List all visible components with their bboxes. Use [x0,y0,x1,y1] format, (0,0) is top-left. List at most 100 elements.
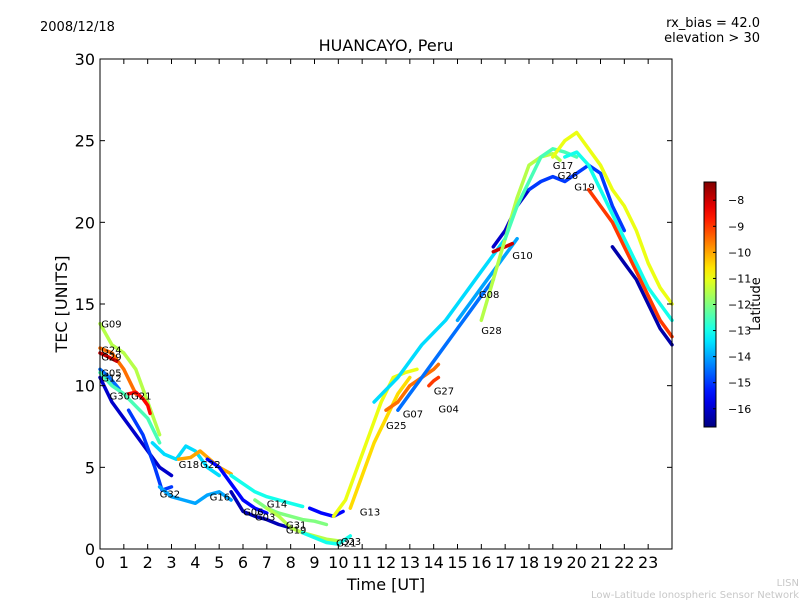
x-tick-label: 10 [328,553,348,572]
series-line-g12 [98,370,162,445]
x-tick-label: 20 [566,553,586,572]
x-tick-label: 14 [423,553,443,572]
x-tick-label: 7 [262,553,272,572]
date-label: 2008/12/18 [40,20,115,35]
series-line-g20 [563,150,674,323]
colorbar-tick-label: −13 [728,325,751,338]
plot-frame [99,58,673,550]
prn-label: G21 [131,392,151,403]
prn-label: G21 [336,539,356,550]
x-tick-label: 1 [119,553,129,572]
x-tick-label: 23 [638,553,658,572]
series-line-g08 [455,236,519,323]
prn-label: G24 [101,346,121,357]
prn-label: G09 [101,320,121,331]
y-tick-label: 25 [75,132,95,151]
x-tick-label: 11 [352,553,372,572]
x-tick-label: 19 [543,553,563,572]
colorbar-tick-label: −8 [728,194,744,207]
prn-label: G13 [360,507,380,518]
series-line-g07 [384,362,441,412]
x-tick-label: 8 [286,553,296,572]
series-line-g02 [610,245,674,347]
series-line-g06 [205,457,269,515]
colorbar-tick-label: −9 [728,220,744,233]
series-line-g30 [98,375,174,478]
series-line-g15 [551,130,674,306]
prn-label: G32 [160,490,180,501]
colorbar: −8 −9 −10 −11 −12 −13 −14 −15 −16 [703,181,751,428]
series-line-g10b [491,241,515,254]
prn-label: G28 [481,326,501,337]
prn-label: G16 [210,493,230,504]
x-tick-label: 0 [95,553,105,572]
prn-label: G08 [479,290,499,301]
prn-label: G19 [286,525,306,536]
y-tick-label: 5 [85,458,95,477]
colorbar-tick-label: −14 [728,351,751,364]
series-line-g29 [98,351,119,363]
colorbar-tick-label: −12 [728,299,751,312]
prn-label: G23 [341,537,361,548]
colorbar-tick-label: −15 [728,377,751,390]
chart-title: HUANCAYO, Peru [319,36,454,55]
x-tick-label: 4 [190,553,200,572]
x-tick-label: 21 [590,553,610,572]
y-tick-label: 15 [75,295,95,314]
y-tick-label: 0 [85,540,95,559]
prn-label: G31 [286,521,306,532]
prn-label: G06 [243,507,263,518]
series-line-g11 [586,187,674,339]
footer-lisn: LISN [777,578,799,589]
prn-label: G29 [101,352,121,363]
prn-label: G10 [512,251,532,262]
prn-label: G14 [267,499,287,510]
series-line-g05 [98,367,121,391]
prn-label: G22 [200,460,220,471]
x-axis-label: Time [UT] [346,575,425,594]
prn-label: G07 [403,409,423,420]
series-line-g04 [396,277,496,412]
prn-label: G04 [438,405,458,416]
x-tick-label: 9 [309,553,319,572]
series-line-g23 [300,530,353,546]
prn-label: G03 [255,512,275,523]
colorbar-tick-label: −16 [728,403,751,416]
y-axis-label: TEC [UNITS] [52,256,71,354]
x-tick-label: 5 [214,553,224,572]
series-line-g19b [527,163,627,233]
prn-label: G26 [558,171,578,182]
x-tick-label: 3 [166,553,176,572]
series-line-g27 [427,375,441,388]
series-line-g16 [157,485,233,506]
series-line-g32 [126,408,174,492]
rx-bias-label: rx_bias = 42.0 [666,16,760,31]
colorbar-tick-label: −10 [728,246,751,259]
prn-label: G18 [179,460,199,471]
x-tick-label: 15 [447,553,467,572]
series-line-g13 [331,367,419,519]
x-tick-label: 18 [519,553,539,572]
x-tick-label: 6 [238,553,248,572]
x-tick-label: 17 [495,553,515,572]
prn-label: G27 [434,387,454,398]
x-tick-label: 22 [614,553,634,572]
series-line-g03 [229,490,293,530]
y-tick-label: 10 [75,377,95,396]
colorbar-tick-label: −11 [728,272,751,285]
series-line-g14 [229,473,305,509]
series-line-g26 [503,147,579,241]
y-tick-label: 30 [75,50,95,69]
footer-network: Low-Latitude Ionospheric Sensor Network [591,590,799,600]
series-line-g18 [150,441,221,478]
x-tick-label: 13 [400,553,420,572]
series-line-g17 [479,151,562,323]
series-line-g21 [126,390,152,416]
x-tick-label: 2 [143,553,153,572]
x-tick-label: 16 [471,553,491,572]
prn-label: G12 [101,374,121,385]
prn-label: G25 [386,421,406,432]
